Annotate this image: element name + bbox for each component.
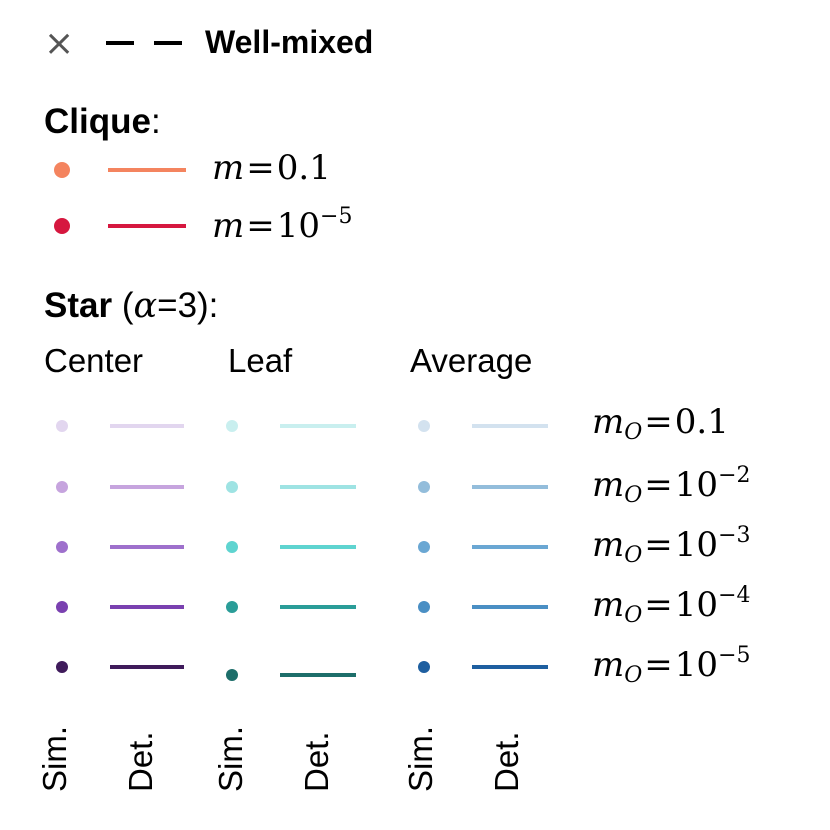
star-sim-dot xyxy=(418,541,430,553)
star-sim-dot xyxy=(56,541,68,553)
star-sim-dot xyxy=(418,481,430,493)
clique-sim-dot xyxy=(54,218,70,234)
det-column-label: Det. xyxy=(488,731,525,792)
math-value: 10 xyxy=(674,465,719,505)
clique-sim-dot xyxy=(54,162,70,178)
star-sim-dot xyxy=(226,481,238,493)
det-column-label: Det. xyxy=(122,731,159,792)
clique-title: Clique: xyxy=(44,102,161,142)
math-exponent: −3 xyxy=(718,523,751,548)
clique-det-line xyxy=(108,168,186,172)
math-equals: = xyxy=(644,585,673,625)
math-exponent: −5 xyxy=(718,643,751,668)
wellmixed-dashed-line xyxy=(106,41,182,45)
star-group-label: Average xyxy=(410,342,533,379)
star-sim-dot xyxy=(418,601,430,613)
math-equals: = xyxy=(644,465,673,505)
math-var: m xyxy=(592,402,625,442)
math-equals: = xyxy=(246,206,275,246)
math-value: 0.1 xyxy=(276,148,331,188)
det-column-label: Det. xyxy=(298,731,335,792)
star-group-label: Center xyxy=(44,342,144,379)
math-value: 10 xyxy=(674,645,719,685)
math-subscript: O xyxy=(624,420,643,445)
math-var: m xyxy=(592,525,625,565)
math-value: 10 xyxy=(674,585,719,625)
clique-title-suffix: : xyxy=(150,102,161,141)
sim-column-label: Sim. xyxy=(212,726,249,792)
star-det-line xyxy=(110,424,184,428)
star-row-label: mO=10−3 xyxy=(592,523,751,568)
star-det-line xyxy=(280,485,356,489)
star-det-line xyxy=(110,605,184,609)
star-sim-dot xyxy=(418,661,430,673)
math-var: m xyxy=(592,465,625,505)
star-det-line xyxy=(110,665,184,669)
star-sim-dot xyxy=(56,661,68,673)
math-exponent: −5 xyxy=(320,204,353,229)
star-title: Star (α=3): xyxy=(44,286,218,326)
sim-column-label: Sim. xyxy=(36,726,73,792)
star-det-line xyxy=(280,605,356,609)
math-subscript: O xyxy=(624,543,643,568)
math-value: 0.1 xyxy=(674,402,729,442)
sim-column-label: Sim. xyxy=(402,726,439,792)
wellmixed-label: Well-mixed xyxy=(205,24,374,60)
star-sim-dot xyxy=(226,669,238,681)
star-row-label: mO=0.1 xyxy=(592,402,729,445)
math-equals: = xyxy=(644,525,673,565)
math-var: m xyxy=(212,148,245,188)
star-det-line xyxy=(280,424,356,428)
math-var: m xyxy=(592,645,625,685)
star-sim-dot xyxy=(226,541,238,553)
math-var: m xyxy=(592,585,625,625)
star-row-label: mO=10−5 xyxy=(592,643,751,688)
star-det-line xyxy=(472,605,548,609)
math-value: 10 xyxy=(674,525,719,565)
clique-det-line xyxy=(108,224,186,228)
star-row-label: mO=10−2 xyxy=(592,463,751,508)
math-equals: = xyxy=(644,645,673,685)
clique-title-text: Clique xyxy=(44,102,151,141)
star-sim-dot xyxy=(56,601,68,613)
star-det-line xyxy=(472,545,548,549)
star-param-symbol: α xyxy=(133,286,158,326)
star-title-text: Star xyxy=(44,286,113,325)
math-value: 10 xyxy=(276,206,321,246)
math-exponent: −4 xyxy=(718,583,751,608)
math-subscript: O xyxy=(624,603,643,628)
star-det-line xyxy=(110,485,184,489)
star-det-line xyxy=(110,545,184,549)
star-row-label: mO=10−4 xyxy=(592,583,751,628)
math-var: m xyxy=(212,206,245,246)
wellmixed-sim-marker: × xyxy=(44,23,75,64)
math-exponent: −2 xyxy=(718,463,751,488)
star-sim-dot xyxy=(226,601,238,613)
clique-label: m=10−5 xyxy=(212,204,352,246)
math-equals: = xyxy=(246,148,275,188)
star-det-line xyxy=(472,665,548,669)
star-sim-dot xyxy=(418,420,430,432)
math-subscript: O xyxy=(624,483,643,508)
math-equals: = xyxy=(644,402,673,442)
star-sim-dot xyxy=(56,420,68,432)
star-sim-dot xyxy=(226,420,238,432)
star-det-line xyxy=(472,424,548,428)
clique-label: m=0.1 xyxy=(212,148,331,188)
star-sim-dot xyxy=(56,481,68,493)
star-param-open: ( xyxy=(112,286,134,325)
star-param-rest: =3): xyxy=(157,286,219,325)
star-det-line xyxy=(280,673,356,677)
math-subscript: O xyxy=(624,663,643,688)
star-group-label: Leaf xyxy=(228,342,293,379)
star-det-line xyxy=(472,485,548,489)
star-det-line xyxy=(280,545,356,549)
